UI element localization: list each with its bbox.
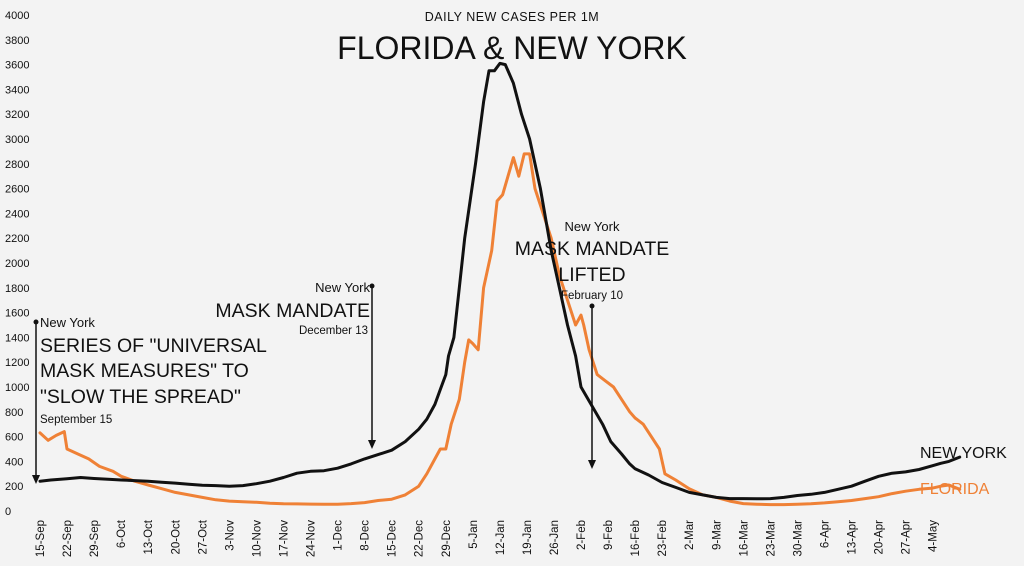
y-tick-label: 2600 [5, 184, 29, 196]
x-tick-label: 2-Feb [576, 520, 588, 550]
annotation-sep-15-text-3: "SLOW THE SPREAD" [40, 386, 241, 408]
x-tick-label: 16-Mar [738, 520, 750, 557]
x-tick-label: 22-Sep [62, 520, 74, 557]
annotation-feb-10-text-1: MASK MANDATE [515, 238, 670, 260]
y-tick-label: 3400 [5, 84, 29, 96]
y-tick-label: 400 [5, 456, 23, 468]
x-tick-label: 6-Oct [116, 519, 128, 548]
chart-subtitle: DAILY NEW CASES PER 1M [425, 10, 599, 24]
x-tick-label: 2-Mar [684, 520, 696, 550]
y-tick-label: 800 [5, 407, 23, 419]
series-label-new-york: NEW YORK [920, 445, 1007, 462]
x-tick-label: 10-Nov [251, 520, 263, 557]
x-axis-tick-labels: 15-Sep 22-Sep 29-Sep 6-Oct 13-Oct 20-Oct 27-Oc… [35, 519, 940, 557]
y-tick-label: 200 [5, 481, 23, 493]
series-label-florida: FLORIDA [920, 481, 990, 498]
annotation-dec-13-text-1: MASK MANDATE [215, 300, 370, 322]
x-tick-label: 16-Feb [630, 520, 642, 556]
y-tick-label: 1000 [5, 382, 29, 394]
x-tick-label: 13-Oct [143, 519, 155, 554]
annotation-feb-10-arrowhead [588, 460, 596, 469]
x-tick-label: 13-Apr [847, 520, 859, 555]
x-tick-label: 19-Jan [522, 520, 534, 555]
annotation-dec-13-arrowhead [368, 440, 376, 449]
y-tick-label: 2000 [5, 258, 29, 270]
x-tick-label: 29-Dec [441, 520, 453, 557]
series-line-new-york [38, 61, 962, 501]
x-tick-label: 20-Oct [170, 519, 182, 554]
x-tick-label: 12-Jan [495, 520, 507, 555]
annotation-sep-15-text-1: SERIES OF "UNIVERSAL [40, 335, 267, 357]
annotation-sep-15-arrowhead [32, 475, 40, 484]
x-tick-label: 15-Dec [387, 520, 399, 557]
chart-title: FLORIDA & NEW YORK [337, 30, 687, 66]
annotation-sep-15: New York SERIES OF "UNIVERSAL MASK MEASU… [32, 315, 267, 484]
series-layer [38, 61, 962, 507]
x-tick-label: 22-Dec [414, 520, 426, 557]
x-tick-label: 23-Feb [657, 520, 669, 556]
x-tick-label: 5-Jan [468, 520, 480, 549]
y-tick-label: 3000 [5, 134, 29, 146]
y-tick-label: 1600 [5, 308, 29, 320]
y-tick-label: 3200 [5, 109, 29, 121]
x-tick-label: 29-Sep [89, 520, 101, 557]
annotation-dec-13: New York MASK MANDATE December 13 [215, 280, 376, 449]
x-tick-label: 9-Mar [711, 520, 723, 550]
x-tick-label: 4-May [928, 520, 940, 552]
x-tick-label: 26-Jan [549, 520, 561, 555]
annotation-dec-13-place: New York [315, 280, 370, 295]
y-tick-label: 2200 [5, 233, 29, 245]
y-tick-label: 2800 [5, 159, 29, 171]
x-tick-label: 23-Mar [765, 520, 777, 557]
x-tick-label: 17-Nov [278, 520, 290, 557]
x-tick-label: 15-Sep [35, 520, 47, 557]
y-tick-label: 3800 [5, 35, 29, 47]
y-axis-tick-labels: 0 200 400 600 800 1000 1200 1400 1600 1800 2000 220… [5, 10, 29, 518]
y-tick-label: 1800 [5, 283, 29, 295]
y-tick-label: 600 [5, 432, 23, 444]
x-tick-label: 9-Feb [603, 520, 615, 550]
x-tick-label: 3-Nov [224, 520, 236, 551]
y-tick-label: 3600 [5, 60, 29, 72]
x-tick-label: 8-Dec [360, 520, 372, 551]
x-tick-label: 27-Apr [901, 520, 913, 555]
annotation-feb-10-place: New York [565, 219, 620, 234]
x-tick-label: 6-Apr [819, 520, 831, 548]
y-tick-label: 1200 [5, 357, 29, 369]
y-tick-label: 1400 [5, 332, 29, 344]
x-tick-label: 30-Mar [792, 520, 804, 557]
annotation-feb-10-text-2: LIFTED [558, 264, 625, 286]
annotation-feb-10-date: February 10 [561, 290, 623, 302]
annotation-sep-15-place: New York [40, 315, 95, 330]
annotation-dec-13-dot [369, 283, 375, 289]
annotation-feb-10: New York MASK MANDATE LIFTED February 10 [515, 219, 670, 469]
y-tick-label: 2400 [5, 208, 29, 220]
x-tick-label: 27-Oct [197, 519, 209, 554]
x-tick-label: 24-Nov [306, 520, 318, 557]
y-tick-label: 0 [5, 506, 11, 518]
x-tick-label: 20-Apr [874, 520, 886, 555]
x-tick-label: 1-Dec [333, 520, 345, 551]
y-tick-label: 4000 [5, 10, 29, 22]
annotation-sep-15-text-2: MASK MEASURES" TO [40, 360, 249, 382]
annotation-sep-15-date: September 15 [40, 414, 112, 426]
series-line-florida [38, 152, 962, 507]
annotation-sep-15-dot [33, 319, 39, 325]
annotation-feb-10-dot [589, 303, 595, 309]
annotation-dec-13-date: December 13 [299, 325, 368, 337]
